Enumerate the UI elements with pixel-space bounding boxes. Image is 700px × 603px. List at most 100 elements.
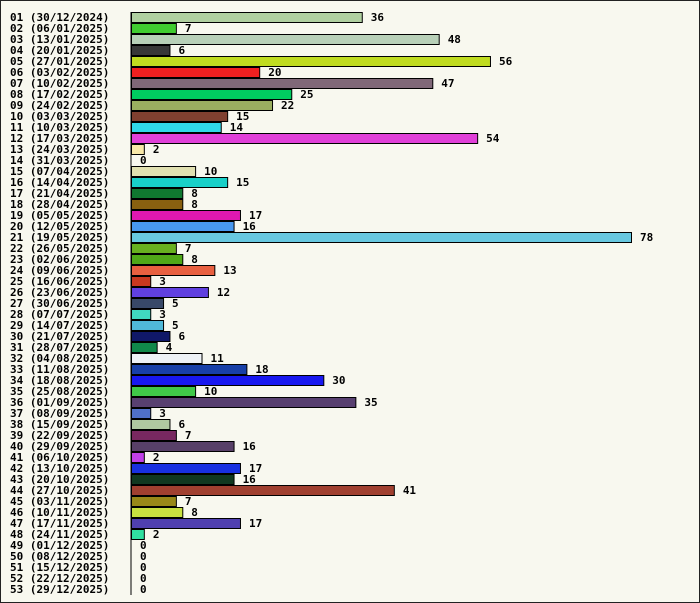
category-label: 06 (03/02/2025) <box>10 66 109 79</box>
category-label: 49 (01/12/2025) <box>10 539 109 552</box>
value-label: 16 <box>243 473 257 486</box>
bar <box>131 199 184 210</box>
bar <box>131 34 440 45</box>
category-label: 40 (29/09/2025) <box>10 440 109 453</box>
bar <box>131 430 177 441</box>
bar <box>131 100 274 111</box>
category-label: 05 (27/01/2025) <box>10 55 109 68</box>
category-label: 51 (15/12/2025) <box>10 561 109 574</box>
value-label: 15 <box>236 110 249 123</box>
value-label: 0 <box>140 561 147 574</box>
bars-layer <box>130 12 632 595</box>
bar <box>131 78 434 89</box>
bar <box>131 342 158 353</box>
bar <box>131 56 491 67</box>
category-label: 09 (24/02/2025) <box>10 99 109 112</box>
category-label: 20 (12/05/2025) <box>10 220 109 233</box>
category-label: 02 (06/01/2025) <box>10 22 109 35</box>
category-label: 19 (05/05/2025) <box>10 209 109 222</box>
value-label: 17 <box>249 517 262 530</box>
bar <box>131 397 357 408</box>
value-label: 25 <box>300 88 313 101</box>
bar <box>131 496 177 507</box>
bar <box>131 177 229 188</box>
value-label: 12 <box>217 286 230 299</box>
value-label: 8 <box>191 187 198 200</box>
value-label: 30 <box>332 374 345 387</box>
bar <box>131 419 171 430</box>
bar <box>131 441 235 452</box>
value-label: 5 <box>172 297 179 310</box>
bar <box>131 386 197 397</box>
value-label: 15 <box>236 176 249 189</box>
bar <box>131 210 241 221</box>
category-label: 45 (03/11/2025) <box>10 495 109 508</box>
category-label: 33 (11/08/2025) <box>10 363 109 376</box>
category-label: 23 (02/06/2025) <box>10 253 109 266</box>
value-label: 6 <box>178 44 185 57</box>
value-label: 8 <box>191 253 198 266</box>
value-label: 20 <box>268 66 281 79</box>
value-label: 7 <box>185 429 192 442</box>
bar <box>131 375 325 386</box>
bar <box>131 353 203 364</box>
bar <box>131 122 222 133</box>
category-label: 25 (16/06/2025) <box>10 275 109 288</box>
category-label: 53 (29/12/2025) <box>10 583 109 596</box>
value-label: 0 <box>140 550 147 563</box>
bar <box>131 45 171 56</box>
bar <box>131 12 363 23</box>
category-label: 18 (28/04/2025) <box>10 198 109 211</box>
value-label: 6 <box>178 418 185 431</box>
bar <box>131 221 235 232</box>
bar <box>131 331 171 342</box>
category-label: 24 (09/06/2025) <box>10 264 109 277</box>
category-label: 21 (19/05/2025) <box>10 231 109 244</box>
value-label: 16 <box>243 220 257 233</box>
value-label: 36 <box>371 11 385 24</box>
value-label: 22 <box>281 99 294 112</box>
category-label: 50 (08/12/2025) <box>10 550 109 563</box>
value-label: 7 <box>185 22 192 35</box>
value-label: 35 <box>364 396 377 409</box>
bar <box>131 320 165 331</box>
bar <box>131 133 479 144</box>
value-label: 0 <box>140 154 147 167</box>
value-label: 78 <box>640 231 653 244</box>
value-label: 5 <box>172 319 179 332</box>
bar <box>131 452 145 463</box>
bar <box>131 89 293 100</box>
category-label: 04 (20/01/2025) <box>10 44 109 57</box>
bar <box>131 188 184 199</box>
category-label: 16 (14/04/2025) <box>10 176 109 189</box>
category-label: 42 (13/10/2025) <box>10 462 109 475</box>
bar <box>131 166 197 177</box>
category-label: 35 (25/08/2025) <box>10 385 109 398</box>
value-label: 0 <box>140 539 147 552</box>
value-label: 3 <box>159 407 166 420</box>
value-label: 0 <box>140 583 147 596</box>
category-label: 48 (24/11/2025) <box>10 528 109 541</box>
value-label: 4 <box>166 341 173 354</box>
category-label: 36 (01/09/2025) <box>10 396 109 409</box>
category-label: 43 (20/10/2025) <box>10 473 109 486</box>
bar <box>131 67 261 78</box>
value-label: 7 <box>185 495 192 508</box>
bar <box>131 507 184 518</box>
value-label: 17 <box>249 209 262 222</box>
value-label: 13 <box>223 264 236 277</box>
value-label: 41 <box>403 484 417 497</box>
category-label: 29 (14/07/2025) <box>10 319 109 332</box>
bar <box>131 518 241 529</box>
value-label: 6 <box>178 330 185 343</box>
category-label: 26 (23/06/2025) <box>10 286 109 299</box>
category-label: 30 (21/07/2025) <box>10 330 109 343</box>
value-label: 2 <box>153 451 160 464</box>
category-label: 17 (21/04/2025) <box>10 187 109 200</box>
value-label: 7 <box>185 242 192 255</box>
value-label: 18 <box>255 363 268 376</box>
category-label: 52 (22/12/2025) <box>10 572 109 585</box>
